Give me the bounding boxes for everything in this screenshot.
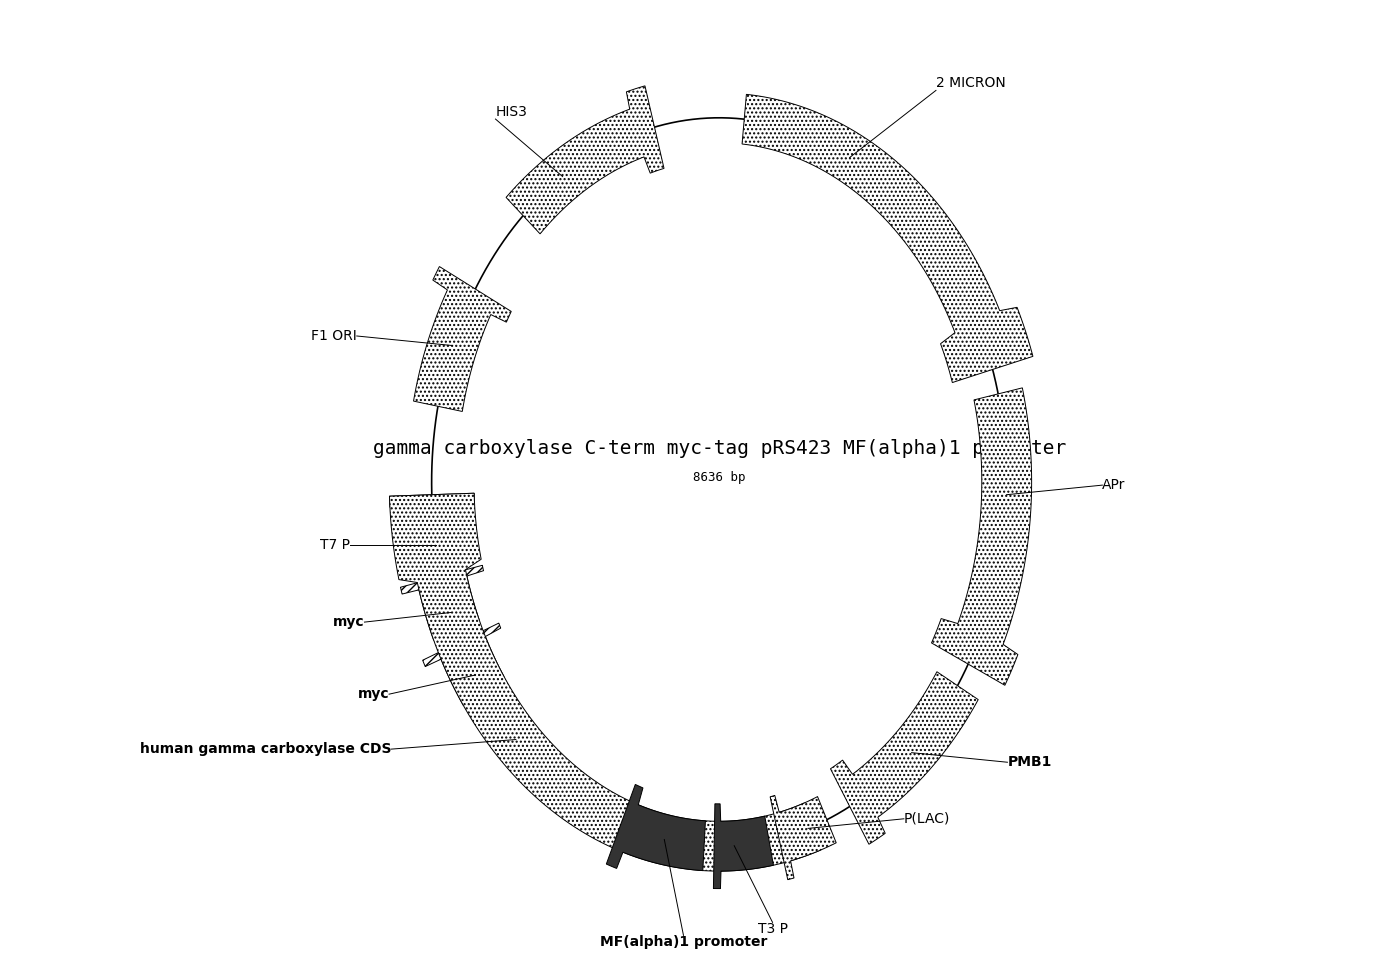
Polygon shape bbox=[389, 494, 820, 871]
Text: F1 ORI: F1 ORI bbox=[311, 329, 357, 343]
Text: APr: APr bbox=[1102, 478, 1126, 493]
Text: HIS3: HIS3 bbox=[496, 105, 528, 119]
Text: 2 MICRON: 2 MICRON bbox=[937, 76, 1005, 91]
Text: myc: myc bbox=[357, 687, 389, 701]
Text: T3 P: T3 P bbox=[757, 923, 788, 936]
Polygon shape bbox=[830, 672, 979, 844]
Text: gamma carboxylase C-term myc-tag pRS423 MF(alpha)1 promoter: gamma carboxylase C-term myc-tag pRS423 … bbox=[372, 439, 1065, 458]
Polygon shape bbox=[505, 86, 664, 234]
Polygon shape bbox=[606, 785, 706, 870]
Text: human gamma carboxylase CDS: human gamma carboxylase CDS bbox=[140, 742, 391, 756]
Polygon shape bbox=[714, 804, 773, 889]
Text: myc: myc bbox=[333, 615, 364, 629]
Polygon shape bbox=[400, 565, 483, 640]
Polygon shape bbox=[389, 494, 475, 589]
Polygon shape bbox=[742, 94, 1033, 383]
Polygon shape bbox=[413, 267, 511, 412]
Text: PMB1: PMB1 bbox=[1008, 755, 1051, 769]
Text: MF(alpha)1 promoter: MF(alpha)1 promoter bbox=[599, 935, 767, 950]
Polygon shape bbox=[423, 623, 504, 706]
Text: 8636 bp: 8636 bp bbox=[693, 470, 745, 484]
Text: T7 P: T7 P bbox=[319, 538, 350, 552]
Polygon shape bbox=[770, 795, 836, 880]
Text: P(LAC): P(LAC) bbox=[904, 812, 951, 826]
Polygon shape bbox=[931, 388, 1032, 685]
